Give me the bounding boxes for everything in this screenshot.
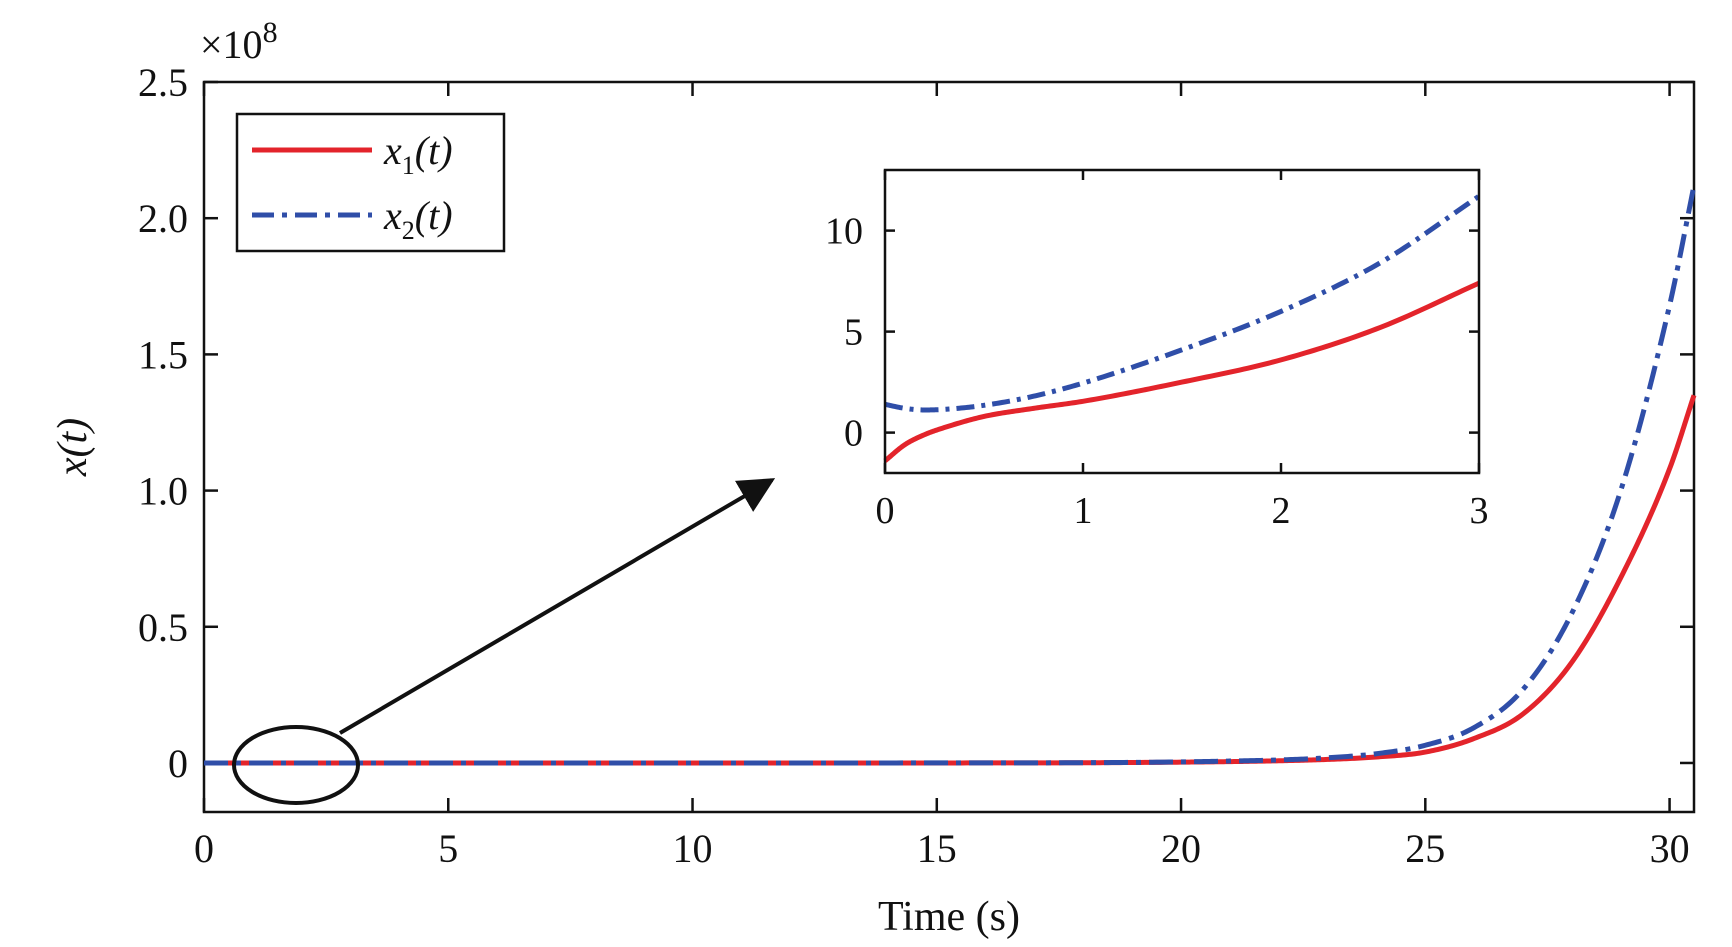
legend-box (235, 112, 506, 253)
inset-x-tick-label: 0 (876, 490, 895, 532)
x-tick-label: 15 (917, 826, 957, 871)
inset-series (883, 194, 1481, 463)
x-tick-label: 20 (1161, 826, 1201, 871)
y-tick-label: 0.5 (138, 605, 188, 650)
inset-plot-frame (883, 168, 1481, 475)
inset-y-tick-label: 10 (825, 211, 863, 253)
zoom-region-ellipse (232, 725, 360, 805)
y-tick-label: 2.0 (138, 196, 188, 241)
legend-x2-tail: (t) (415, 193, 453, 238)
inset-x-tick-label: 3 (1470, 490, 1489, 532)
inset-series-line-x2t (883, 194, 1481, 413)
legend-x2-sub: 2 (402, 216, 415, 245)
inset-x-tick-label: 2 (1272, 490, 1291, 532)
x-tick-label: 30 (1650, 826, 1690, 871)
x-tick-label: 5 (438, 826, 458, 871)
legend-x1-tail: (t) (415, 128, 453, 173)
inset-y-tick-label: 5 (844, 312, 863, 354)
inset-plot-background (885, 170, 1479, 473)
inset-series-line-x1t (883, 280, 1481, 463)
x-tick-label: 10 (673, 826, 713, 871)
legend-x1-sub: 1 (402, 151, 415, 180)
legend-x1-main: x (383, 128, 402, 173)
legend-label-x1: x1(t) (383, 128, 453, 180)
legend-label-x2: x2(t) (383, 193, 453, 245)
legend-x2-main: x (383, 193, 402, 238)
y-axis-label: x(t) (50, 418, 96, 477)
y-exponent-base: ×10 (200, 22, 263, 67)
y-exponent-label: ×108 (200, 16, 278, 67)
x-tick-label: 25 (1405, 826, 1445, 871)
y-tick-label: 1.5 (138, 332, 188, 377)
x-axis-label: Time (s) (878, 894, 1020, 940)
main-series (204, 185, 1697, 766)
zoom-arrow (338, 478, 776, 735)
y-exponent-power: 8 (263, 16, 278, 49)
inset-x-tick-label: 1 (1074, 490, 1093, 532)
y-tick-label: 1.0 (138, 469, 188, 514)
inset-y-tick-label: 0 (844, 413, 863, 455)
y-tick-label: 0 (168, 741, 188, 786)
x-tick-label: 0 (194, 826, 214, 871)
series-line-x2t (204, 185, 1697, 766)
main-plot-frame (202, 80, 1696, 814)
inset-ticks: 0 1 2 3 0 5 10 (825, 170, 1489, 532)
legend: x1(t) x2(t) (235, 112, 506, 253)
y-tick-label: 2.5 (138, 60, 188, 105)
